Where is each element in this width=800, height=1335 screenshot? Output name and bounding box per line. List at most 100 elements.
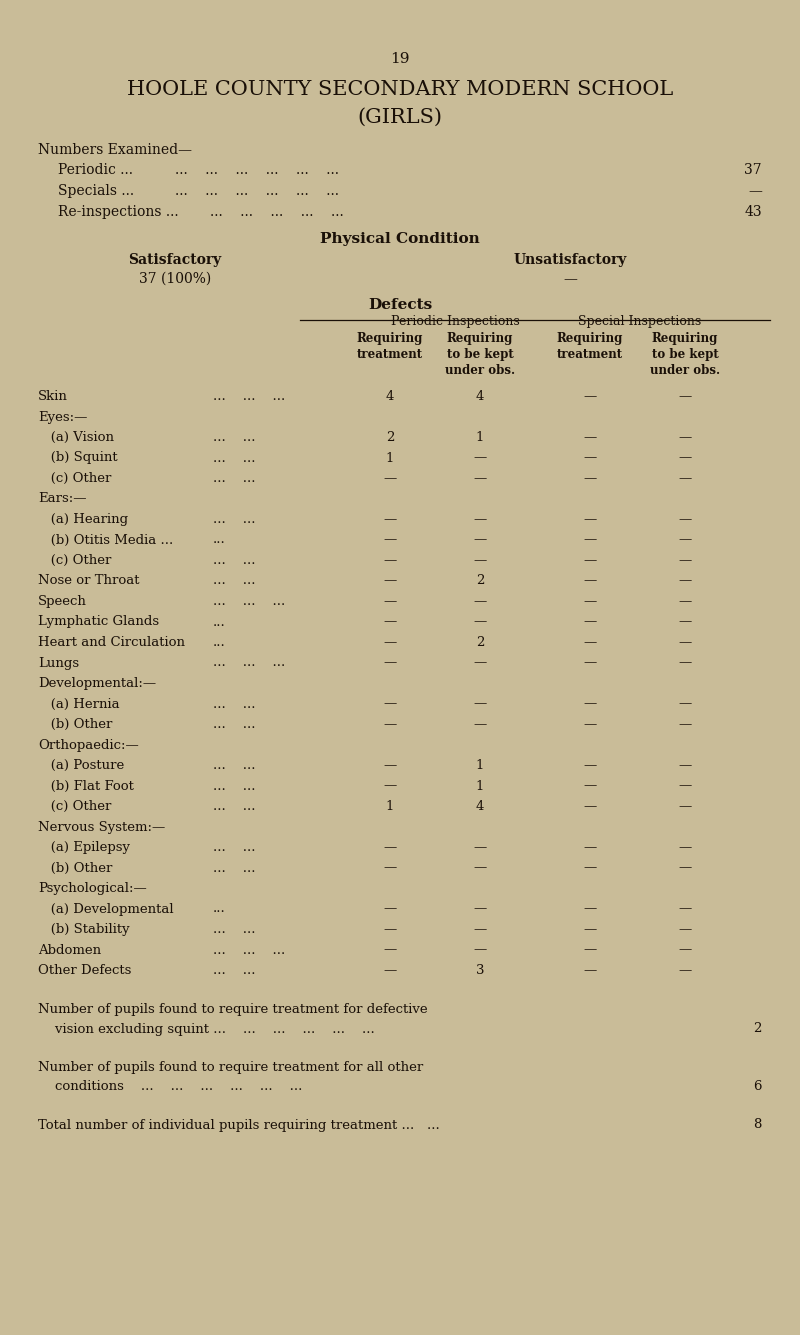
Text: —: — [678, 473, 692, 485]
Text: Skin: Skin [38, 390, 68, 403]
Text: —: — [678, 431, 692, 445]
Text: —: — [678, 513, 692, 526]
Text: 43: 43 [744, 206, 762, 219]
Text: Requiring
treatment: Requiring treatment [557, 332, 623, 360]
Text: Requiring
to be kept
under obs.: Requiring to be kept under obs. [445, 332, 515, 376]
Text: 2: 2 [386, 431, 394, 445]
Text: —: — [678, 657, 692, 669]
Text: ...    ...    ...    ...    ...    ...: ... ... ... ... ... ... [175, 163, 339, 178]
Text: —: — [474, 841, 486, 854]
Text: Speech: Speech [38, 595, 87, 607]
Text: —: — [474, 922, 486, 936]
Text: —: — [383, 760, 397, 772]
Text: —: — [583, 800, 597, 813]
Text: Abdomen: Abdomen [38, 944, 101, 956]
Text: 4: 4 [476, 390, 484, 403]
Text: ...: ... [213, 534, 226, 546]
Text: Developmental:—: Developmental:— [38, 677, 156, 690]
Text: —: — [748, 184, 762, 198]
Text: (a) Developmental: (a) Developmental [38, 902, 174, 916]
Text: —: — [583, 780, 597, 793]
Text: 1: 1 [386, 451, 394, 465]
Text: —: — [474, 861, 486, 874]
Text: Other Defects: Other Defects [38, 964, 131, 977]
Text: —: — [678, 574, 692, 587]
Text: —: — [583, 657, 597, 669]
Text: —: — [678, 635, 692, 649]
Text: (a) Hearing: (a) Hearing [38, 513, 128, 526]
Text: 6: 6 [754, 1080, 762, 1093]
Text: (b) Stability: (b) Stability [38, 922, 130, 936]
Text: —: — [583, 615, 597, 629]
Text: —: — [383, 534, 397, 546]
Text: —: — [474, 697, 486, 710]
Text: ...    ...: ... ... [213, 513, 255, 526]
Text: —: — [383, 697, 397, 710]
Text: —: — [383, 902, 397, 916]
Text: —: — [678, 554, 692, 567]
Text: ...: ... [213, 635, 226, 649]
Text: —: — [383, 473, 397, 485]
Text: Numbers Examined—: Numbers Examined— [38, 143, 192, 158]
Text: —: — [383, 841, 397, 854]
Text: —: — [474, 451, 486, 465]
Text: —: — [583, 451, 597, 465]
Text: Orthopaedic:—: Orthopaedic:— [38, 738, 138, 752]
Text: —: — [383, 615, 397, 629]
Text: —: — [583, 841, 597, 854]
Text: 3: 3 [476, 964, 484, 977]
Text: 19: 19 [390, 52, 410, 65]
Text: ...    ...: ... ... [213, 473, 255, 485]
Text: Heart and Circulation: Heart and Circulation [38, 635, 185, 649]
Text: ...    ...: ... ... [213, 841, 255, 854]
Text: —: — [678, 902, 692, 916]
Text: —: — [678, 760, 692, 772]
Text: ...    ...: ... ... [213, 554, 255, 567]
Text: Psychological:—: Psychological:— [38, 882, 146, 894]
Text: conditions    ...    ...    ...    ...    ...    ...: conditions ... ... ... ... ... ... [38, 1080, 302, 1093]
Text: Lungs: Lungs [38, 657, 79, 669]
Text: (b) Otitis Media ...: (b) Otitis Media ... [38, 534, 174, 546]
Text: —: — [678, 718, 692, 732]
Text: Defects: Defects [368, 298, 432, 312]
Text: ...    ...: ... ... [213, 760, 255, 772]
Text: —: — [583, 574, 597, 587]
Text: —: — [383, 635, 397, 649]
Text: —: — [583, 944, 597, 956]
Text: (c) Other: (c) Other [38, 473, 111, 485]
Text: 2: 2 [476, 574, 484, 587]
Text: ...    ...: ... ... [213, 697, 255, 710]
Text: (c) Other: (c) Other [38, 554, 111, 567]
Text: —: — [474, 554, 486, 567]
Text: —: — [563, 272, 577, 286]
Text: Physical Condition: Physical Condition [320, 232, 480, 246]
Text: 2: 2 [754, 1023, 762, 1036]
Text: —: — [583, 718, 597, 732]
Text: —: — [678, 841, 692, 854]
Text: —: — [678, 595, 692, 607]
Text: —: — [678, 534, 692, 546]
Text: ...    ...: ... ... [213, 431, 255, 445]
Text: —: — [583, 473, 597, 485]
Text: Number of pupils found to require treatment for all other: Number of pupils found to require treatm… [38, 1060, 423, 1073]
Text: —: — [678, 697, 692, 710]
Text: (a) Posture: (a) Posture [38, 760, 124, 772]
Text: —: — [383, 595, 397, 607]
Text: —: — [474, 615, 486, 629]
Text: —: — [583, 534, 597, 546]
Text: —: — [383, 922, 397, 936]
Text: vision excluding squint ...    ...    ...    ...    ...    ...: vision excluding squint ... ... ... ... … [38, 1023, 374, 1036]
Text: —: — [583, 595, 597, 607]
Text: —: — [678, 615, 692, 629]
Text: (a) Epilepsy: (a) Epilepsy [38, 841, 130, 854]
Text: Ears:—: Ears:— [38, 493, 86, 506]
Text: —: — [583, 922, 597, 936]
Text: Requiring
to be kept
under obs.: Requiring to be kept under obs. [650, 332, 720, 376]
Text: —: — [383, 574, 397, 587]
Text: Requiring
treatment: Requiring treatment [357, 332, 423, 360]
Text: —: — [583, 554, 597, 567]
Text: —: — [474, 473, 486, 485]
Text: —: — [383, 657, 397, 669]
Text: —: — [678, 390, 692, 403]
Text: —: — [383, 944, 397, 956]
